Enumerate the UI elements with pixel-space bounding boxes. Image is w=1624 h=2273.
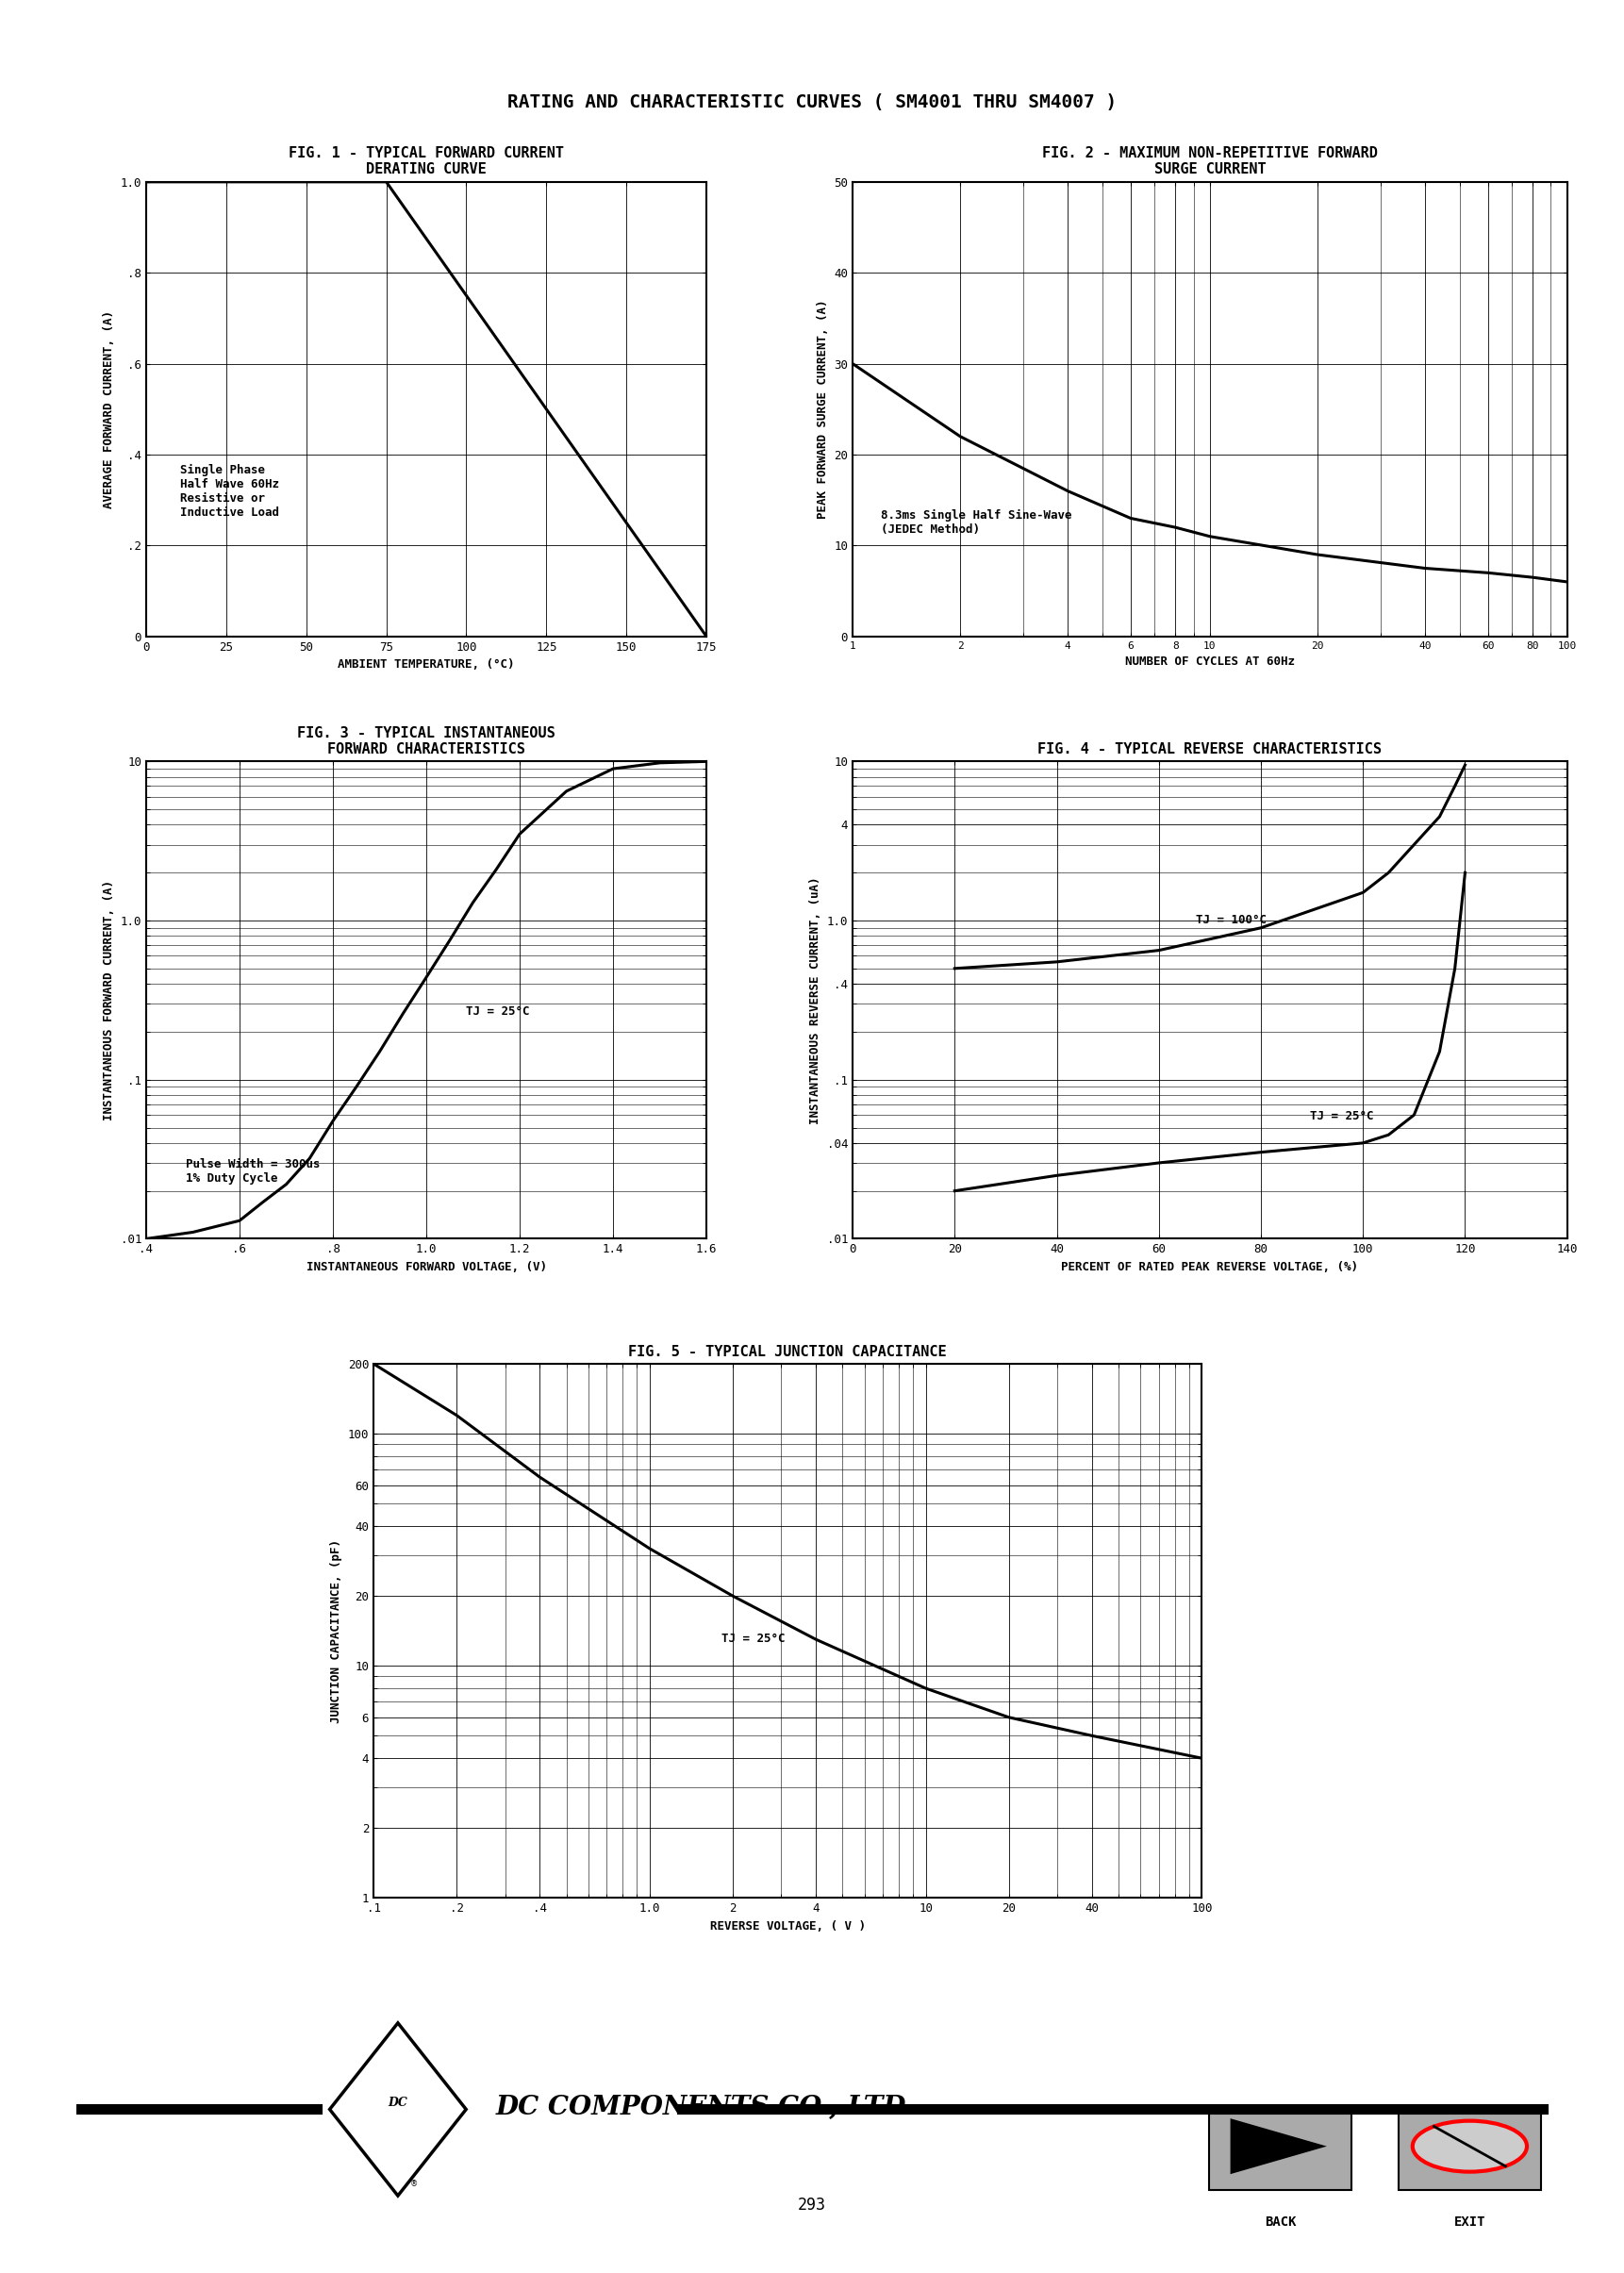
X-axis label: INSTANTANEOUS FORWARD VOLTAGE, (V): INSTANTANEOUS FORWARD VOLTAGE, (V): [305, 1262, 547, 1273]
Text: BACK: BACK: [1265, 2216, 1296, 2228]
Title: FIG. 3 - TYPICAL INSTANTANEOUS
FORWARD CHARACTERISTICS: FIG. 3 - TYPICAL INSTANTANEOUS FORWARD C…: [297, 725, 555, 757]
Text: DC: DC: [388, 2096, 408, 2109]
Title: FIG. 1 - TYPICAL FORWARD CURRENT
DERATING CURVE: FIG. 1 - TYPICAL FORWARD CURRENT DERATIN…: [289, 145, 564, 177]
Text: TJ = 25°C: TJ = 25°C: [721, 1632, 784, 1643]
Text: Single Phase
Half Wave 60Hz
Resistive or
Inductive Load: Single Phase Half Wave 60Hz Resistive or…: [180, 464, 279, 518]
Circle shape: [1413, 2121, 1527, 2171]
Text: DC COMPONENTS CO., LTD.: DC COMPONENTS CO., LTD.: [495, 2093, 914, 2121]
X-axis label: PERCENT OF RATED PEAK REVERSE VOLTAGE, (%): PERCENT OF RATED PEAK REVERSE VOLTAGE, (…: [1062, 1262, 1358, 1273]
Text: EXIT: EXIT: [1453, 2216, 1486, 2228]
FancyBboxPatch shape: [1398, 2109, 1541, 2191]
FancyBboxPatch shape: [1208, 2109, 1351, 2191]
Text: RATING AND CHARACTERISTIC CURVES ( SM4001 THRU SM4007 ): RATING AND CHARACTERISTIC CURVES ( SM400…: [507, 93, 1117, 111]
Text: ®: ®: [411, 2180, 417, 2189]
Y-axis label: JUNCTION CAPACITANCE, (pF): JUNCTION CAPACITANCE, (pF): [330, 1539, 343, 1723]
Text: 8.3ms Single Half Sine-Wave
(JEDEC Method): 8.3ms Single Half Sine-Wave (JEDEC Metho…: [882, 509, 1072, 536]
X-axis label: NUMBER OF CYCLES AT 60Hz: NUMBER OF CYCLES AT 60Hz: [1125, 655, 1294, 668]
Polygon shape: [1231, 2118, 1327, 2173]
Y-axis label: INSTANTANEOUS FORWARD CURRENT, (A): INSTANTANEOUS FORWARD CURRENT, (A): [102, 880, 115, 1121]
Title: FIG. 5 - TYPICAL JUNCTION CAPACITANCE: FIG. 5 - TYPICAL JUNCTION CAPACITANCE: [628, 1346, 947, 1359]
X-axis label: AMBIENT TEMPERATURE, (°C): AMBIENT TEMPERATURE, (°C): [338, 659, 515, 671]
Y-axis label: AVERAGE FORWARD CURRENT, (A): AVERAGE FORWARD CURRENT, (A): [102, 309, 115, 509]
Y-axis label: INSTANTANEOUS REVERSE CURRENT, (uA): INSTANTANEOUS REVERSE CURRENT, (uA): [809, 877, 822, 1123]
X-axis label: REVERSE VOLTAGE, ( V ): REVERSE VOLTAGE, ( V ): [710, 1921, 866, 1932]
Text: Pulse Width = 300us
1% Duty Cycle: Pulse Width = 300us 1% Duty Cycle: [185, 1157, 320, 1184]
Title: FIG. 2 - MAXIMUM NON-REPETITIVE FORWARD
SURGE CURRENT: FIG. 2 - MAXIMUM NON-REPETITIVE FORWARD …: [1043, 145, 1377, 177]
Y-axis label: PEAK FORWARD SURGE CURRENT, (A): PEAK FORWARD SURGE CURRENT, (A): [817, 300, 828, 518]
Text: TJ = 25°C: TJ = 25°C: [1311, 1109, 1374, 1123]
Text: 293: 293: [797, 2196, 827, 2214]
Text: TJ = 100°C: TJ = 100°C: [1195, 914, 1267, 927]
Title: FIG. 4 - TYPICAL REVERSE CHARACTERISTICS: FIG. 4 - TYPICAL REVERSE CHARACTERISTICS: [1038, 743, 1382, 757]
Text: TJ = 25°C: TJ = 25°C: [466, 1005, 529, 1018]
